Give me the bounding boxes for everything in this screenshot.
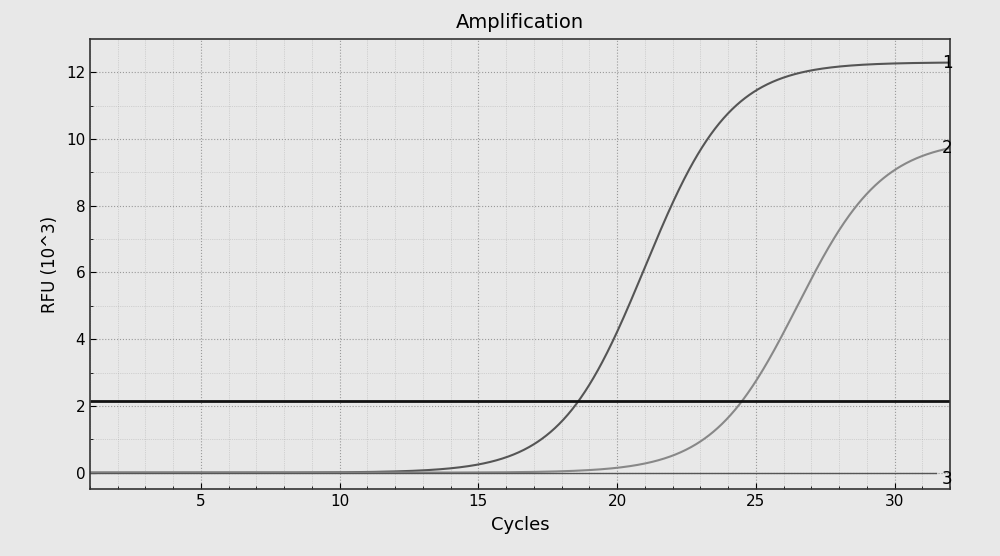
Text: 2: 2 <box>942 139 952 157</box>
Text: 1: 1 <box>942 53 952 72</box>
Text: 3: 3 <box>942 470 952 488</box>
X-axis label: Cycles: Cycles <box>491 516 549 534</box>
Y-axis label: RFU (10^3): RFU (10^3) <box>41 216 59 312</box>
Title: Amplification: Amplification <box>456 13 584 32</box>
